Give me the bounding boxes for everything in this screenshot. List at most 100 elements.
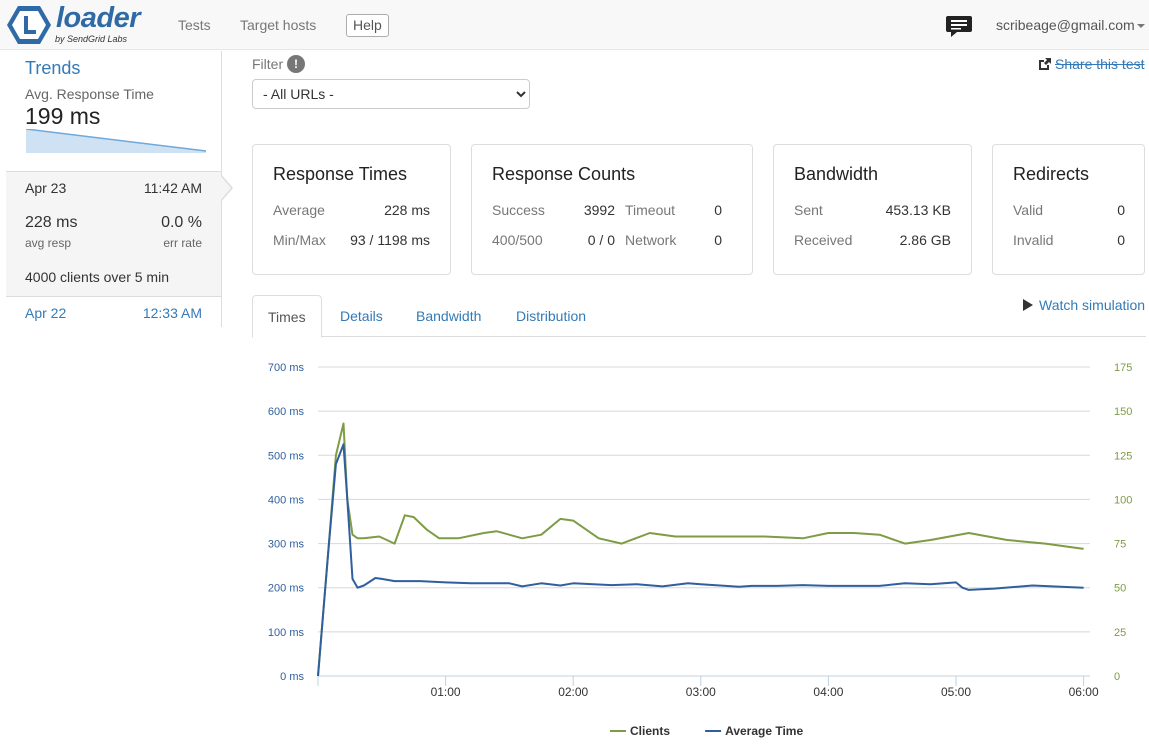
avg-resp-label: avg resp [25, 236, 72, 250]
avg-resp-value: 228 ms [25, 214, 78, 231]
clients-duration: 5 [134, 269, 143, 285]
minmax-value: 93 / 1198 ms [350, 232, 430, 248]
help-button[interactable]: Help [346, 14, 389, 37]
valid-label: Valid [1013, 202, 1044, 218]
chart-tabs: Times Details Bandwidth Distribution [252, 295, 1146, 338]
share-icon [1039, 58, 1051, 70]
user-email: scribeage@gmail.com [996, 17, 1135, 33]
test-date: Apr 23 [25, 180, 67, 196]
invalid-label: Invalid [1013, 232, 1054, 248]
chevron-down-icon [1136, 24, 1145, 29]
timeout-value: 0 [714, 202, 722, 218]
x-tick-label: 06:00 [1069, 685, 1099, 699]
response-times-panel: Response Times Average 228 ms Min/Max 93… [252, 144, 451, 275]
nav-target-hosts-link[interactable]: Target hosts [240, 17, 317, 33]
clients-legend-label: Clients [630, 724, 670, 738]
clients-mid: clients over [56, 269, 135, 285]
x-tick-label: 05:00 [941, 685, 971, 699]
brand-name: loader [56, 2, 141, 34]
y-right-tick-label: 25 [1114, 627, 1126, 639]
invalid-value: 0 [1117, 232, 1125, 248]
bandwidth-panel: Bandwidth Sent 453.13 KB Received 2.86 G… [773, 144, 972, 275]
y-left-tick-label: 100 ms [268, 627, 305, 639]
panel-title: Response Counts [492, 164, 636, 184]
received-value: 2.86 GB [899, 232, 951, 248]
y-left-tick-label: 500 ms [268, 450, 305, 462]
clients-series-line [317, 422, 1084, 677]
prev-test-time: 12:33 AM [142, 305, 202, 321]
trend-sparkline [26, 129, 206, 153]
avg-response-label: Avg. Response Time [25, 86, 154, 102]
share-test-label: Share this test [1055, 56, 1145, 72]
average-time-series-line [317, 443, 1084, 677]
minmax-label: Min/Max [273, 232, 326, 248]
average-value: 228 ms [384, 202, 430, 218]
network-label: Network [625, 232, 677, 248]
errors-value: 0 / 0 [587, 232, 615, 248]
clients-count: 4000 [25, 269, 57, 285]
filter-label: Filter [252, 56, 284, 72]
success-value: 3992 [583, 202, 615, 218]
y-right-tick-label: 75 [1114, 539, 1126, 551]
y-right-tick-label: 50 [1114, 583, 1126, 595]
nav-tests-link[interactable]: Tests [178, 17, 211, 33]
x-tick-label: 04:00 [813, 685, 843, 699]
clients-suffix: min [142, 269, 169, 285]
tab-details[interactable]: Details [340, 308, 383, 324]
y-right-tick-label: 125 [1114, 450, 1132, 462]
y-right-tick-label: 175 [1114, 362, 1132, 374]
sent-value: 453.13 KB [885, 202, 951, 218]
x-tick-label: 02:00 [558, 685, 588, 699]
panel-title: Response Times [273, 164, 408, 184]
top-navbar: loader by SendGrid Labs Tests Target hos… [0, 0, 1149, 50]
tab-bandwidth[interactable]: Bandwidth [416, 308, 482, 324]
valid-value: 0 [1117, 202, 1125, 218]
share-test-link[interactable]: Share this test [1038, 56, 1145, 72]
average-time-legend-label: Average Time [725, 724, 803, 738]
y-right-tick-label: 0 [1114, 671, 1120, 683]
tab-distribution[interactable]: Distribution [516, 308, 587, 324]
network-value: 0 [714, 232, 722, 248]
test-time: 11:42 AM [143, 180, 202, 196]
info-icon[interactable]: ! [287, 55, 305, 73]
y-left-tick-label: 0 ms [280, 671, 304, 683]
clients-summary: 4000 clients over 5 min [25, 269, 169, 285]
chat-icon[interactable] [945, 15, 973, 42]
brand-logo[interactable]: loader by SendGrid Labs [6, 2, 146, 48]
x-tick-label: 01:00 [431, 685, 461, 699]
watch-simulation-label: Watch simulation [1039, 297, 1146, 313]
play-icon [1023, 299, 1033, 311]
sent-label: Sent [794, 202, 823, 218]
received-label: Received [794, 232, 853, 248]
err-rate-label: err rate [163, 236, 202, 250]
user-menu[interactable]: scribeage@gmail.com [996, 17, 1145, 33]
panel-title: Redirects [1013, 164, 1090, 184]
brand-tagline: by SendGrid Labs [55, 34, 128, 44]
prev-test-date: Apr 22 [25, 305, 67, 321]
y-right-tick-label: 100 [1114, 494, 1132, 506]
timeout-label: Timeout [625, 202, 676, 218]
loader-logo-icon [7, 6, 51, 44]
errors-label: 400/500 [492, 232, 543, 248]
y-right-tick-label: 150 [1114, 406, 1132, 418]
watch-simulation-link[interactable]: Watch simulation [1023, 297, 1145, 313]
response-time-chart: 0 ms 100 ms 200 ms 300 ms 400 ms 500 ms 600 ms… [268, 362, 1132, 738]
trends-sidebar: Trends Avg. Response Time 199 ms Apr 23 … [6, 51, 233, 327]
trends-title[interactable]: Trends [25, 58, 81, 78]
x-tick-label: 03:00 [686, 685, 716, 699]
y-left-tick-label: 200 ms [268, 583, 305, 595]
y-left-tick-label: 700 ms [268, 362, 305, 374]
redirects-panel: Redirects Valid 0 Invalid 0 [992, 144, 1145, 275]
y-left-tick-label: 600 ms [268, 406, 305, 418]
avg-response-value: 199 ms [25, 103, 101, 129]
y-left-tick-label: 300 ms [268, 539, 305, 551]
url-filter-select[interactable]: - All URLs - [252, 79, 530, 109]
current-test-card[interactable]: Apr 23 11:42 AM 228 ms avg resp 0.0 % er… [6, 171, 221, 297]
y-left-tick-label: 400 ms [268, 494, 305, 506]
tab-times[interactable]: Times [252, 295, 322, 338]
panel-title: Bandwidth [794, 164, 879, 184]
success-label: Success [492, 202, 545, 218]
err-rate-value: 0.0 % [161, 214, 202, 231]
active-card-arrow [220, 174, 233, 202]
average-label: Average [273, 202, 325, 218]
